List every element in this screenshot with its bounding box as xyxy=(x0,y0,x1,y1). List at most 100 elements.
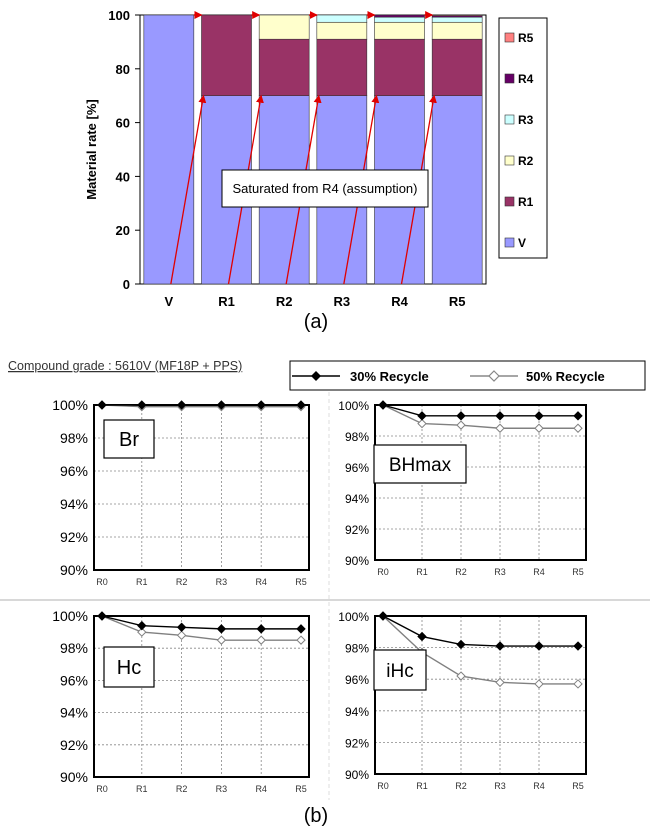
y-tick-label: 98% xyxy=(60,430,88,446)
plot-area xyxy=(93,615,310,778)
line-chart-ihc: 90% 92% 94% 96% 98% 100% R0 R1 R2 R3 R4 R5 iHc xyxy=(338,610,587,791)
data-point-50 xyxy=(137,627,147,637)
x-tick-label: R4 xyxy=(533,567,545,577)
legend-label-r5: R5 xyxy=(518,31,534,45)
bar-segment-r3 xyxy=(316,14,368,23)
data-point-50 xyxy=(534,679,544,689)
bar-segment-r1 xyxy=(431,38,483,97)
data-point-30 xyxy=(216,400,227,410)
x-tick-label: R5 xyxy=(295,784,307,794)
line-chart-hc: 90% 92% 94% 96% 98% 100% R0 R1 R2 R3 R4 R5 Hc xyxy=(52,608,310,794)
y-tick-label: 40 xyxy=(116,169,130,184)
legend-swatch-r3 xyxy=(504,114,515,125)
data-point-30 xyxy=(296,624,306,634)
data-point-50 xyxy=(495,677,505,688)
bar-segment-r5 xyxy=(431,14,483,17)
bar-segment-v xyxy=(431,95,483,285)
y-tick-label: 92% xyxy=(345,523,369,537)
y-tick-label: 96% xyxy=(345,461,369,475)
x-tick-label: R4 xyxy=(255,577,267,587)
y-tick-label: 96% xyxy=(60,463,88,479)
y-tick-label: 0 xyxy=(123,277,130,292)
line-charts: 90%92%94%96%98%100%R0 R1 R2 R3 R4 R5Br90%92%9… xyxy=(52,397,587,794)
data-point-30 xyxy=(176,400,187,410)
y-tick-label: 96% xyxy=(60,672,88,688)
data-point-30 xyxy=(378,400,388,410)
compound-grade-label: Compound grade : 5610V (MF18P + PPS) xyxy=(8,359,242,373)
series-line-50 xyxy=(101,615,301,641)
y-tick-label: 94% xyxy=(60,496,88,512)
y-tick-label: 80 xyxy=(116,62,130,77)
y-tick-label: 100 xyxy=(108,8,130,23)
bar-segment-r1 xyxy=(374,38,425,97)
series-line-30 xyxy=(101,615,301,630)
x-tick-label: R3 xyxy=(334,294,351,309)
series-line-30 xyxy=(382,404,578,417)
y-tick-label: 92% xyxy=(60,737,88,753)
y-tick-label: 90% xyxy=(345,554,369,568)
data-point-30 xyxy=(296,400,306,410)
legend-swatch-v xyxy=(504,237,515,248)
data-point-30 xyxy=(256,400,266,410)
bar-segment-r2 xyxy=(431,21,483,40)
series-line-30 xyxy=(382,615,578,647)
y-tick-label: 100% xyxy=(338,610,369,624)
data-point-30 xyxy=(378,611,388,621)
data-point-30 xyxy=(137,400,147,410)
plot-area xyxy=(139,14,487,285)
x-tick-label: R2 xyxy=(176,577,188,587)
y-tick-label: 100% xyxy=(52,397,88,413)
x-tick-label: R1 xyxy=(218,294,235,309)
bar-segment-r2 xyxy=(258,14,310,40)
x-tick-label: R2 xyxy=(176,784,188,794)
y-tick-label: 94% xyxy=(345,492,369,506)
y-tick-label: 98% xyxy=(60,640,88,656)
y-tick-label: 98% xyxy=(345,642,369,656)
bar-segment-r3 xyxy=(431,16,483,23)
line-legend: 30% Recycle 50% Recycle xyxy=(289,360,646,391)
legend-swatch-r2 xyxy=(504,155,515,166)
data-point-50 xyxy=(495,423,505,433)
data-point-30 xyxy=(534,411,544,421)
data-point-30 xyxy=(534,641,544,651)
y-axis-label: Material rate [%] xyxy=(84,99,99,199)
data-point-50 xyxy=(216,635,227,645)
data-point-30 xyxy=(137,620,147,631)
legend-marker-30 xyxy=(311,371,321,381)
data-point-30 xyxy=(256,624,266,634)
x-tick-label: R0 xyxy=(96,784,108,794)
x-tick-label: R3 xyxy=(494,567,506,577)
data-point-30 xyxy=(97,400,107,410)
y-tick-label: 100% xyxy=(338,399,369,413)
x-tick-label: R3 xyxy=(216,784,228,794)
y-tick-label: 98% xyxy=(345,430,369,444)
data-point-30 xyxy=(417,631,427,642)
bar-segment-r2 xyxy=(374,21,425,40)
x-tick-label: R2 xyxy=(276,294,293,309)
data-point-30 xyxy=(456,411,466,421)
x-tick-label: R5 xyxy=(295,577,307,587)
legend-box xyxy=(289,360,646,391)
x-tick-label: R1 xyxy=(416,781,428,791)
legend-label-r3: R3 xyxy=(518,113,534,127)
line-chart-br: 90% 92% 94% 96% 98% 100% R0 R1 R2 R3 R4 R5 Br xyxy=(52,397,310,587)
y-tick-label: 92% xyxy=(60,529,88,545)
y-tick-label: 90% xyxy=(345,768,369,782)
data-point-50 xyxy=(176,630,187,641)
data-point-30 xyxy=(573,411,583,421)
chart-title-box xyxy=(373,444,467,484)
chart-title-box xyxy=(373,649,427,691)
x-tick-label: R1 xyxy=(136,784,148,794)
annotation-text: Saturated from R4 (assumption) xyxy=(233,181,418,196)
x-tick-label: R3 xyxy=(216,577,228,587)
x-tick-label: R5 xyxy=(572,781,584,791)
legend-swatch-r5 xyxy=(504,32,515,43)
line-chart-bhmax: 90% 92% 94% 96% 98% 100% R0 R1 R2 R3 R4 R5 BHmax xyxy=(338,399,587,577)
annotation-box xyxy=(221,169,429,208)
plot-area xyxy=(374,615,587,775)
data-point-30 xyxy=(417,411,427,421)
panel-a-label: (a) xyxy=(304,311,328,333)
data-point-30 xyxy=(97,611,107,621)
